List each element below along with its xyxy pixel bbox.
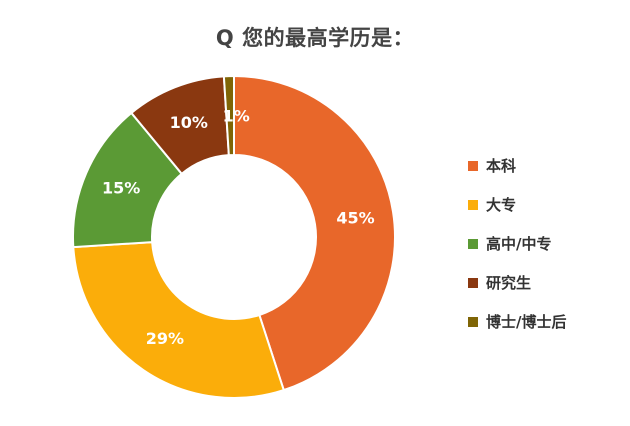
donut-slice-4 xyxy=(222,74,235,157)
legend-swatch-2 xyxy=(468,238,478,249)
legend-item-3: 研究生 xyxy=(468,263,566,302)
legend-item-4: 博士/博士后 xyxy=(468,302,566,341)
legend-swatch-1 xyxy=(468,199,478,210)
donut-slice-0 xyxy=(233,74,396,392)
data-label-3: 10% xyxy=(170,113,208,132)
legend-label-4: 博士/博士后 xyxy=(486,313,567,331)
legend-swatch-0 xyxy=(468,160,478,171)
legend-label-2: 高中/中专 xyxy=(486,235,552,253)
donut-slices xyxy=(72,74,396,399)
chart-title: Q 您的最高学历是： xyxy=(215,26,415,50)
legend-item-0: 本科 xyxy=(468,146,566,185)
data-label-4: 1% xyxy=(223,107,250,126)
data-label-2: 15% xyxy=(102,179,140,198)
legend-swatch-3 xyxy=(468,277,478,288)
legend-label-1: 大专 xyxy=(486,196,517,214)
legend-item-2: 高中/中专 xyxy=(468,224,566,263)
chart-legend: 本科大专高中/中专研究生博士/博士后 xyxy=(468,146,566,341)
legend-swatch-4 xyxy=(468,316,478,327)
data-label-1: 29% xyxy=(146,329,184,348)
legend-label-0: 本科 xyxy=(486,157,517,175)
legend-item-1: 大专 xyxy=(468,185,566,224)
donut-slice-1 xyxy=(72,241,286,399)
donut-data-labels: 45% 29% 15% 10% 1% xyxy=(102,107,375,349)
legend-label-3: 研究生 xyxy=(486,274,532,292)
data-label-0: 45% xyxy=(336,208,374,227)
